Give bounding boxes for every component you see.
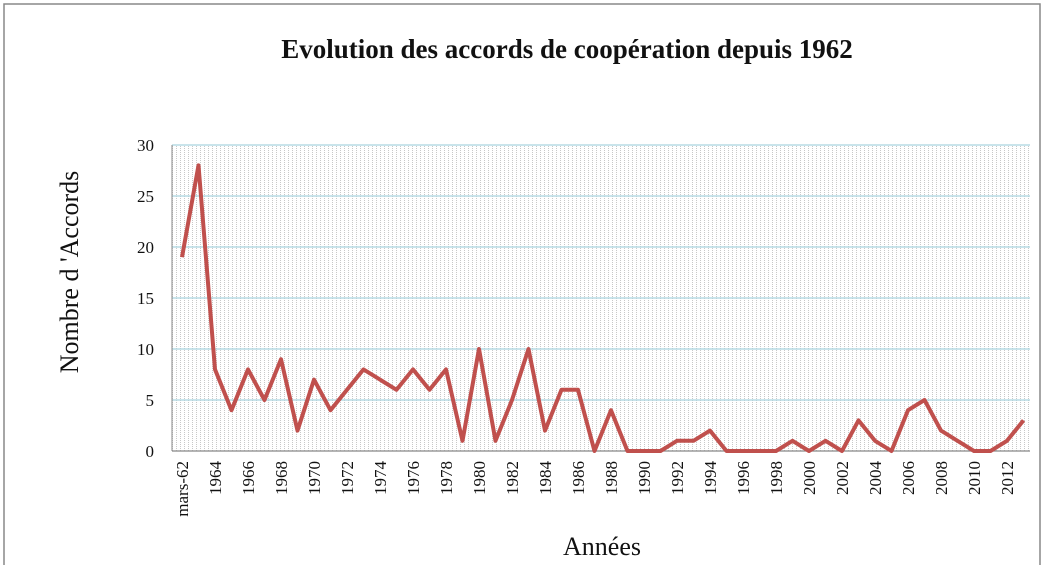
y-tick-label: 0: [146, 442, 155, 461]
x-tick-label: 1990: [635, 461, 654, 495]
y-tick-label: 5: [146, 391, 155, 410]
x-tick-label: 1994: [701, 461, 720, 496]
y-tick-label: 30: [137, 136, 154, 155]
x-tick-label: 1976: [404, 461, 423, 495]
x-tick-label: 2012: [998, 461, 1017, 495]
x-tick-label: 1984: [536, 461, 555, 496]
x-tick-label: 1974: [371, 461, 390, 496]
x-tick-label: 2004: [866, 461, 885, 496]
x-tick-label: 1978: [437, 461, 456, 495]
x-tick-label: 1992: [668, 461, 687, 495]
x-tick-label: 1996: [734, 461, 753, 495]
x-tick-label: 2000: [800, 461, 819, 495]
x-tick-label: 1998: [767, 461, 786, 495]
x-tick-label: 1982: [503, 461, 522, 495]
x-tick-label: 1972: [338, 461, 357, 495]
x-tick-label: 2008: [932, 461, 951, 495]
x-tick-label: 1986: [569, 461, 588, 495]
x-tick-label: 1968: [272, 461, 291, 495]
x-tick-label: 2006: [899, 461, 918, 495]
y-axis-label: Nombre d 'Accords: [55, 171, 84, 374]
x-tick-label: 1980: [470, 461, 489, 495]
y-tick-label: 10: [137, 340, 154, 359]
x-tick-label: 1964: [206, 461, 225, 496]
y-tick-label: 20: [137, 238, 154, 257]
x-tick-label: 1966: [239, 461, 258, 495]
x-tick-label: mars-62: [173, 461, 192, 517]
line-series: [180, 163, 1026, 453]
x-axis-label: Années: [563, 532, 641, 561]
x-tick-label: 2002: [833, 461, 852, 495]
y-tick-label: 25: [137, 187, 154, 206]
x-tick-label: 1988: [602, 461, 621, 495]
chart-title: Evolution des accords de coopération dep…: [281, 34, 853, 64]
y-tick-label: 15: [137, 289, 154, 308]
x-tick-label: 1970: [305, 461, 324, 495]
x-tick-label: 2010: [965, 461, 984, 495]
